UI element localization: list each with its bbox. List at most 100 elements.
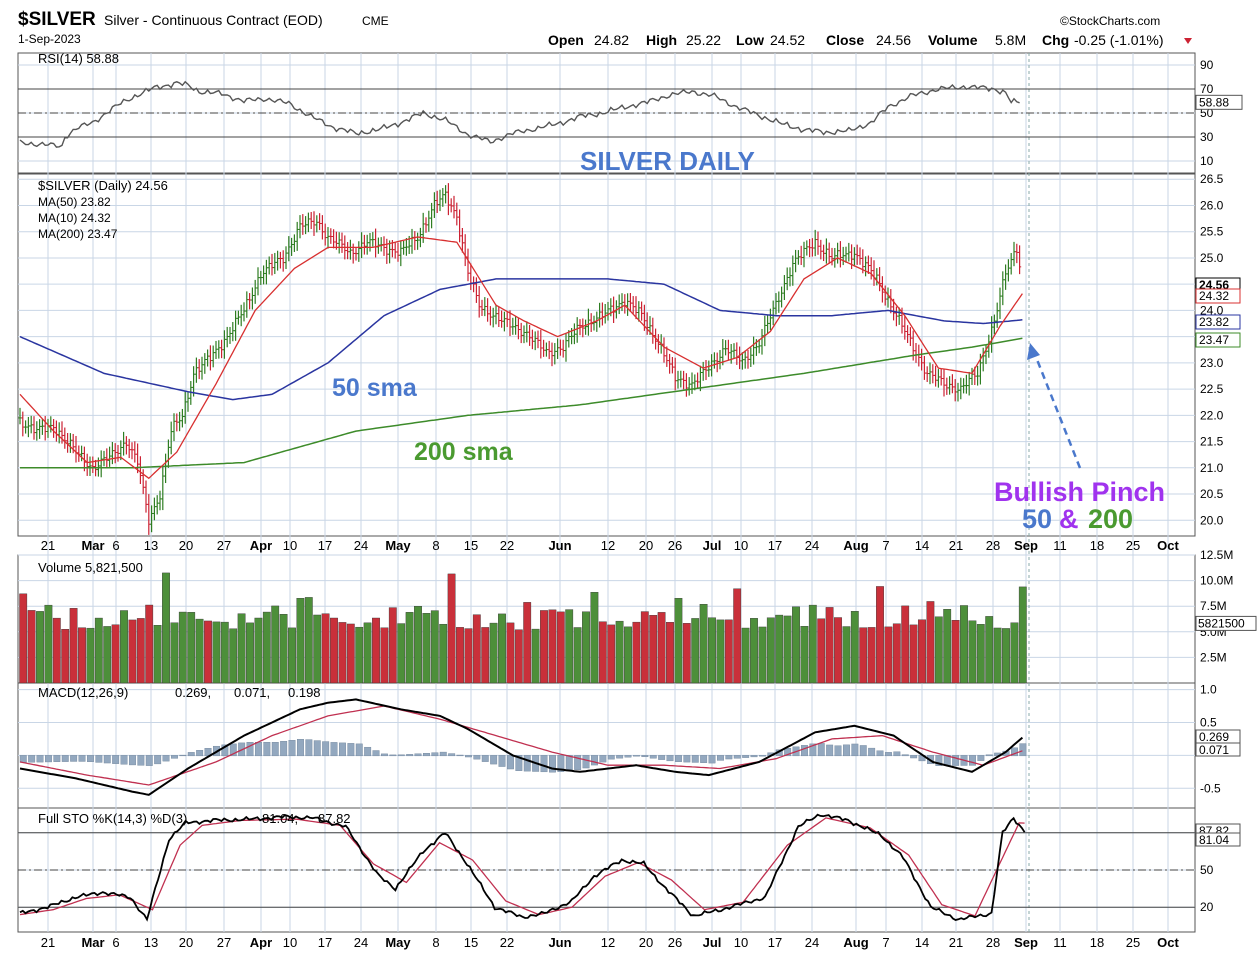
x-tick-label: Oct [1157,935,1179,950]
ma50-value-label: 23.82 [1199,315,1229,329]
volume-bar [901,605,910,684]
arrow-head-icon [1027,343,1040,360]
x-tick-label: 25 [1126,538,1140,553]
chart-instrument-name: Silver - Continuous Contract (EOD) [104,12,323,28]
x-tick-label: 20 [639,935,653,950]
x-tick-label: 15 [464,538,478,553]
macd-histogram-bar [112,755,120,764]
y-tick-label: 2.5M [1200,650,1227,664]
stochastic-panel: 87.82 81.04 [18,813,1241,922]
volume-bar [674,598,683,684]
rsi-value-label: 58.88 [1199,95,1229,109]
volume-bar [61,629,70,684]
svg-text:81.04,: 81.04, [262,811,298,826]
macd-histogram-bar [624,755,632,758]
y-tick-label: 24.0 [1200,303,1224,317]
volume-bar [229,628,238,684]
macd-histogram-bar [19,755,27,763]
y-tick-label: 20 [1200,900,1214,914]
macd-histogram-bar [196,750,204,757]
svg-text:Low: Low [736,32,764,48]
y-tick-label: 7.5M [1200,599,1227,613]
macd-histogram-bar [414,753,422,757]
macd-histogram-bar [725,755,733,760]
x-tick-label: 17 [318,935,332,950]
x-tick-label: 21 [949,935,963,950]
annotation-title: SILVER DAILY [580,146,755,176]
volume-bar [481,627,490,684]
svg-text:0.269,: 0.269, [175,685,211,700]
volume-bar [657,612,666,684]
x-tick-label: Oct [1157,538,1179,553]
volume-bar [254,617,263,684]
volume-bar [372,617,380,684]
macd-histogram-bar [985,754,993,757]
macd-histogram-bar [322,741,330,757]
macd-histogram-bar [137,755,145,766]
x-tick-label: 24 [354,538,368,553]
macd-histogram-bar [498,755,506,767]
macd-histogram-bar [893,751,901,757]
macd-histogram-bar [641,755,649,758]
macd-histogram-bar [490,755,498,765]
macd-histogram-bar [170,755,178,759]
volume-bar [682,623,691,684]
volume-bar [136,618,145,684]
macd-histogram-bar [297,739,304,757]
volume-bar [733,588,742,684]
macd-histogram-bar [750,755,758,758]
y-tick-label: 22.0 [1200,408,1224,422]
volume-bar [716,619,725,684]
volume-bar [288,627,296,684]
x-tick-label: 15 [464,935,478,950]
macd-histogram-bar [616,755,624,759]
macd-histogram-bar [885,752,892,757]
volume-bar [178,611,187,684]
macd-histogram-bar [330,742,338,757]
volume-bar [993,627,1002,684]
source-watermark: ©StockCharts.com [1060,14,1160,28]
volume-bar [271,605,280,684]
x-tick-label: Apr [250,935,272,950]
sto-legend: Full STO %K(14,3) %D(3) 81.04, 87.82 [38,811,351,826]
volume-bar [36,611,44,684]
macd-histogram-bar [95,755,103,763]
x-tick-label: 8 [432,935,439,950]
y-tick-label: 10.0M [1200,574,1233,588]
volume-bar [304,597,313,684]
macd-histogram-bar [254,742,262,757]
volume-bar [985,616,994,684]
macd-histogram-bar [339,742,346,757]
macd-value-label: 0.269 [1199,730,1229,744]
macd-histogram-bar [649,755,657,759]
sto-k-line [19,813,1026,922]
macd-histogram-bar [78,755,86,762]
volume-bar [44,604,53,684]
volume-bar [246,622,254,684]
macd-histogram-bar [86,755,94,762]
volume-bar [430,610,439,684]
volume-bar [775,614,784,684]
macd-histogram-bar [372,750,380,757]
macd-histogram-bar [565,755,573,771]
macd-histogram-bar [633,755,640,757]
volume-bar [506,622,515,684]
y-tick-label: 22.5 [1200,382,1224,396]
volume-bar [556,611,565,684]
volume-bar [195,618,204,684]
volume-bar [792,606,800,684]
ma10-value-box [1195,288,1241,304]
svg-text:Full STO %K(14,3) %D(3): Full STO %K(14,3) %D(3) [38,811,187,826]
macd-histogram-bar [364,746,372,757]
x-tick-label: Jun [548,935,571,950]
x-tick-label: 7 [882,538,889,553]
ma200-value-box [1195,332,1241,348]
volume-bar [1002,628,1010,684]
volume-bar [363,622,372,684]
macd-histogram-bar [826,744,834,757]
volume-bar [918,619,926,684]
volume-bar [414,606,422,684]
x-tick-label: 22 [500,538,514,553]
ma50-legend: MA(50) 23.82 [38,195,111,209]
x-tick-label: Apr [250,538,272,553]
